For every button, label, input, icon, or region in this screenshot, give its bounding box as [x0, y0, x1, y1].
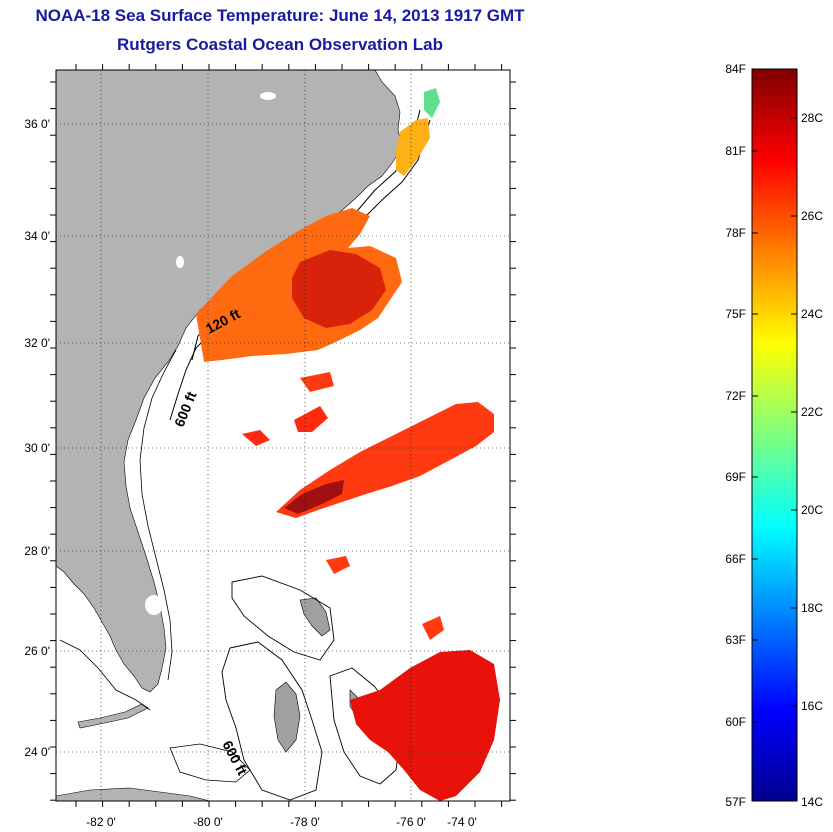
sst-patch-outer-banks: [396, 118, 430, 176]
axis-ticks: [50, 64, 516, 807]
cb-f-label: 81F: [725, 144, 746, 158]
map-title: NOAA-18 Sea Surface Temperature: June 14…: [35, 6, 525, 25]
sst-patch-outer-banks-cool: [424, 88, 440, 118]
sst-patch-offshore-3: [242, 430, 270, 446]
y-tick-label: 34 0': [24, 229, 50, 243]
x-tick-label: -76 0': [396, 815, 426, 829]
bahamas-andros: [273, 681, 301, 753]
sst-patch-bahamas: [350, 650, 500, 801]
cb-f-label: 75F: [725, 307, 746, 321]
cb-f-label: 78F: [725, 226, 746, 240]
sst-patch-offshore-4: [326, 556, 350, 574]
cb-c-label: 14C: [801, 795, 823, 809]
small-lake: [176, 256, 184, 268]
cb-c-label: 18C: [801, 601, 823, 615]
sst-patch-carolinas-warm: [292, 250, 386, 328]
cb-c-label: 28C: [801, 111, 823, 125]
contour-inner-fl: [139, 349, 177, 681]
cb-f-label: 72F: [725, 389, 746, 403]
contour-cuba-shelf: [169, 743, 251, 783]
x-tick-label: -82 0': [86, 815, 116, 829]
sst-patch-bahamas-2: [422, 616, 444, 640]
small-lake: [260, 92, 276, 100]
y-tick-label: 30 0': [24, 441, 50, 455]
x-tick-label: -80 0': [193, 815, 223, 829]
cb-f-label: 66F: [725, 552, 746, 566]
contour-bahamas-east: [329, 667, 401, 785]
cb-c-label: 24C: [801, 307, 823, 321]
y-tick-label: 32 0': [24, 336, 50, 350]
cb-c-label: 16C: [801, 699, 823, 713]
sst-patch-offshore-2: [294, 406, 328, 432]
x-axis-labels: -82 0' -80 0' -78 0' -76 0' -74 0': [86, 815, 477, 829]
cb-c-label: 26C: [801, 209, 823, 223]
y-tick-label: 24 0': [24, 745, 50, 759]
colorbar: [751, 68, 798, 802]
cb-f-label: 57F: [725, 795, 746, 809]
colorbar-celsius-labels: 28C 26C 24C 22C 20C 18C 16C 14C: [801, 111, 823, 809]
cuba-coast: [56, 787, 211, 801]
contour-bahamas-bank: [231, 575, 335, 661]
y-tick-label: 36 0': [24, 117, 50, 131]
map-frame: [55, 69, 511, 802]
y-tick-label: 28 0': [24, 544, 50, 558]
cb-f-label: 69F: [725, 470, 746, 484]
colorbar-ticks: [752, 68, 797, 802]
sst-patch-offshore-1-warm: [284, 480, 344, 514]
x-tick-label: -74 0': [447, 815, 477, 829]
contour-great-bahama-bank: [221, 641, 323, 801]
lake-okeechobee: [145, 595, 163, 615]
cb-f-label: 60F: [725, 715, 746, 729]
y-tick-label: 26 0': [24, 644, 50, 658]
cb-f-label: 63F: [725, 633, 746, 647]
map-subtitle: Rutgers Coastal Ocean Observation Lab: [117, 35, 443, 54]
cb-c-label: 20C: [801, 503, 823, 517]
cb-f-label: 84F: [725, 62, 746, 76]
y-axis-labels: 36 0' 34 0' 32 0' 30 0' 28 0' 26 0' 24 0…: [24, 117, 50, 759]
colorbar-fahrenheit-labels: 84F 81F 78F 75F 72F 69F 66F 63F 60F 57F: [725, 62, 746, 809]
contour-florida-keys: [59, 639, 151, 711]
x-tick-label: -78 0': [290, 815, 320, 829]
florida-keys: [77, 703, 149, 729]
sst-patch-offshore-5: [300, 372, 334, 392]
cb-c-label: 22C: [801, 405, 823, 419]
